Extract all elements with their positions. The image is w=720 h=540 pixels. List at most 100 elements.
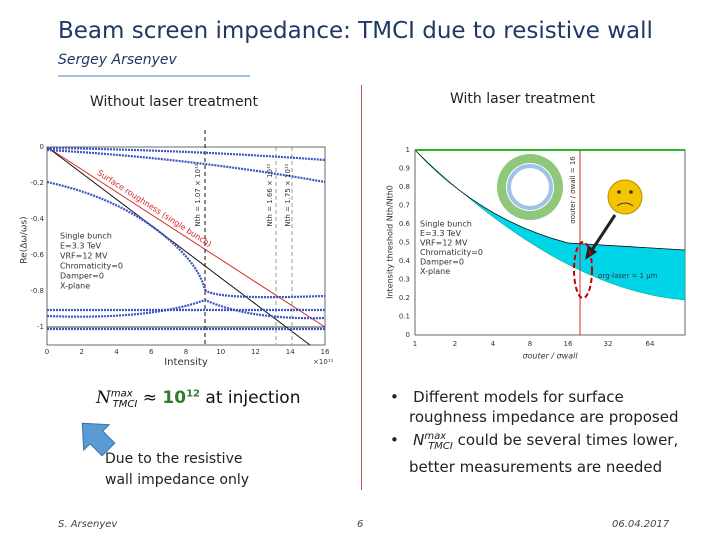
x-tick-label: 14: [286, 348, 295, 356]
symbol: N: [96, 388, 111, 408]
x-tick-label: 8: [184, 348, 188, 356]
upper-curve: [414, 149, 686, 251]
ring: [506, 163, 554, 211]
legend-line: X-plane: [60, 282, 90, 291]
bullets: • Different models for surface roughness…: [390, 387, 679, 477]
note-line: Due to the resistive: [105, 451, 243, 467]
legend-line: X-plane: [420, 267, 450, 276]
legend-line: Chromaticity=0: [60, 262, 123, 271]
y-label: Intensity threshold Nth/Nth0: [386, 185, 395, 299]
bullet: • NmaxTMCI could be several times lower,: [390, 431, 679, 452]
x-tick-label: 64: [646, 340, 655, 348]
x-tick-label: 1: [413, 340, 417, 348]
y-tick-label: -1: [37, 323, 44, 331]
eye: [629, 190, 633, 194]
x-tick-label: 4: [491, 340, 496, 348]
symbol: N: [413, 431, 425, 449]
bullet-text: roughness impedance are proposed: [409, 408, 679, 426]
approx: ≈: [142, 388, 157, 408]
threshold-label: Nth = 1.75 × 10¹²: [284, 163, 292, 226]
legend-line: E=3.3 TeV: [420, 229, 461, 238]
y-tick-label: 0.5: [399, 239, 410, 247]
footer-date: 06.04.2017: [612, 519, 670, 530]
sad-face: [607, 179, 643, 215]
y-tick-label: 0.1: [399, 313, 410, 321]
y-tick-label: 0.3: [399, 276, 410, 284]
black-line: [46, 146, 311, 346]
mouth: [616, 202, 634, 207]
legend-line: Chromaticity=0: [420, 248, 483, 257]
y-tick-label: -0.2: [30, 179, 44, 187]
y-tick-label: 0.8: [399, 183, 410, 191]
x-tick-label: 6: [149, 348, 154, 356]
title: Beam screen impedance: TMCI due to resis…: [58, 18, 653, 44]
right-plot-text: 1 2 4 8 16 32 64 0 0.1 0.2 0.3 0.4 0.5 0.6 0.7 0.8 0.9 1 σ…: [386, 146, 658, 361]
mode: [204, 289, 326, 299]
legend-line: VRF=12 MV: [420, 239, 468, 248]
modes: [46, 146, 326, 331]
legend-line: Damper=0: [60, 272, 104, 281]
x-tick-label: 16: [321, 348, 330, 356]
left-heading: Without laser treatment: [90, 94, 258, 110]
arrow: [588, 214, 617, 254]
legend-line: VRF=12 MV: [60, 252, 108, 261]
y-tick-label: -0.4: [30, 215, 44, 223]
threshold-label: Nth = 1.66 × 10¹²: [266, 163, 274, 226]
y-tick-label: -0.6: [30, 251, 44, 259]
formula: NmaxTMCI ≈ 1012 at injection: [96, 388, 300, 410]
legend-line: E=3.3 TeV: [60, 242, 101, 251]
x-tick-label: 2: [453, 340, 457, 348]
x-tick-label: 32: [604, 340, 613, 348]
sup: max: [424, 431, 447, 442]
red-line: [46, 146, 326, 328]
y-tick-label: -0.8: [30, 287, 44, 295]
sub: TMCI: [428, 441, 453, 452]
note: Due to the resistive wall impedance only: [105, 449, 249, 491]
y-tick-label: 0.9: [399, 165, 410, 173]
threshold-label: Nth = 1.07 × 10¹²: [194, 163, 202, 226]
bullet: • Different models for surface: [390, 388, 624, 406]
y-label: Re(Δω/ωs): [20, 216, 30, 263]
footer-author: S. Arsenyev: [58, 519, 118, 530]
sup: max: [110, 388, 133, 400]
y-tick-label: 1: [406, 146, 410, 154]
x-exponent: ×10¹¹: [313, 358, 334, 366]
exp: 12: [186, 388, 200, 400]
author: Sergey Arsenyev: [58, 52, 177, 68]
y-tick-label: 0: [406, 331, 410, 339]
x-tick-label: 16: [564, 340, 573, 348]
x-label: σouter / σwall: [522, 352, 578, 361]
mode: [46, 146, 326, 162]
bullet-text: Different models for surface: [413, 388, 624, 406]
legend-line: Single bunch: [60, 232, 112, 241]
x-tick-label: 10: [216, 348, 225, 356]
divider: [361, 85, 362, 490]
bullet-text: could be several times lower,: [457, 431, 679, 449]
legend-line: Single bunch: [420, 220, 472, 229]
left-axes: [46, 146, 326, 346]
page-number: 6: [357, 519, 364, 530]
note-line: wall impedance only: [105, 472, 249, 488]
mode: [46, 148, 326, 184]
y-tick-label: 0.6: [399, 220, 411, 228]
x-label: Intensity: [164, 357, 208, 368]
x-tick-label: 0: [45, 348, 49, 356]
y-tick-label: 0.7: [399, 202, 410, 210]
x-tick-label: 2: [80, 348, 84, 356]
y-tick-label: 0: [40, 143, 44, 151]
band-label: σrg-laser = 1 μm: [598, 272, 658, 280]
mode: [46, 180, 207, 291]
legend-line: Damper=0: [420, 258, 464, 267]
x-tick-label: 8: [528, 340, 532, 348]
right-heading: With laser treatment: [450, 91, 596, 107]
y-tick-label: 0.2: [399, 294, 410, 302]
tail: at injection: [205, 388, 301, 408]
bullet-text: better measurements are needed: [409, 458, 663, 476]
x-tick-label: 12: [251, 348, 260, 356]
base: 10: [162, 388, 187, 408]
eye: [617, 190, 621, 194]
x-tick-label: 4: [114, 348, 119, 356]
sub: TMCI: [112, 399, 138, 411]
highlight: [573, 241, 593, 299]
